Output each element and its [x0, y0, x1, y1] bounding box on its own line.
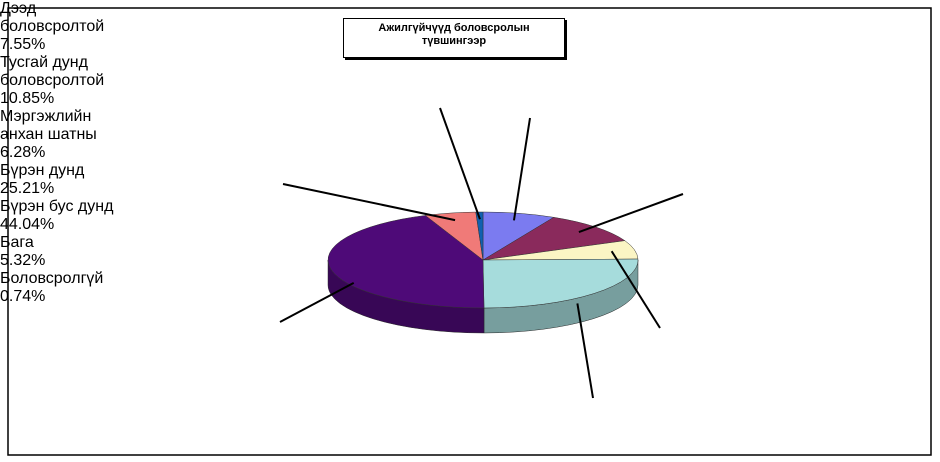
- data-label: Мэргэжлийн анхан шатны 6.28%: [0, 108, 113, 162]
- leader-line: [610, 250, 661, 329]
- label-value: 7.55%: [0, 36, 46, 53]
- leader-line: [279, 281, 355, 323]
- leader-line: [578, 193, 684, 233]
- data-label: Бүрэн бус дунд 44.04%: [0, 198, 132, 234]
- label-name: Бүрэн бус дунд: [0, 198, 114, 215]
- leader-line: [439, 107, 481, 220]
- slice-side-shade: [328, 260, 485, 333]
- leader-line: [512, 117, 531, 221]
- label-name: Мэргэжлийн анхан шатны: [0, 108, 97, 143]
- label-value: 10.85%: [0, 90, 55, 107]
- data-label: Тусгай дунд боловсролтой 10.85%: [0, 54, 114, 108]
- leader-line: [576, 303, 594, 399]
- label-name: Тусгай дунд боловсролтой: [0, 54, 105, 89]
- leader-line: [282, 183, 456, 222]
- label-value: 0.74%: [0, 288, 46, 305]
- slice-side-shade: [484, 260, 638, 333]
- label-name: Бүрэн дунд: [0, 162, 85, 179]
- label-value: 25.21%: [0, 180, 55, 197]
- data-label: Дээд боловсролтой 7.55%: [0, 0, 122, 54]
- label-value: 44.04%: [0, 216, 55, 233]
- chart-border: [7, 7, 932, 456]
- slice: [475, 211, 484, 261]
- slice: [327, 215, 485, 309]
- data-label: Боловсролгүй 0.74%: [0, 270, 115, 306]
- data-label: Бүрэн дунд 25.21%: [0, 162, 108, 198]
- label-value: 5.32%: [0, 252, 46, 269]
- label-name: Боловсролгүй: [0, 270, 104, 287]
- chart-title: Ажилгүйчүүд боловсролын түвшингээр: [343, 18, 565, 58]
- slice: [482, 258, 639, 309]
- label-value: 6.28%: [0, 144, 46, 161]
